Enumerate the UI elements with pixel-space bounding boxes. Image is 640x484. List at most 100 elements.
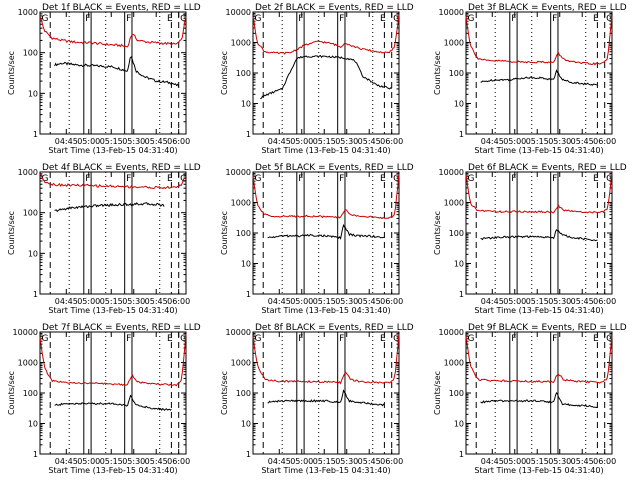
y-tick-label: 100 [449,389,464,398]
interval-marker: F [126,174,131,184]
x-axis-label: Start Time (13-Feb-15 04:31:40) [48,306,177,315]
interval-marker: G [393,334,400,344]
interval-marker: F [298,174,303,184]
x-tick-label: 05:30 [122,457,145,466]
y-tick-label: 1000 [231,359,251,368]
plot-frame [465,331,613,455]
detector-panel: Det 6f BLACK = Events, RED = LLD 1 10 100 10… [433,163,627,315]
x-axis-label: Start Time (13-Feb-15 04:31:40) [474,466,603,475]
interval-marker: F [511,334,516,344]
detector-panel: Det 5f BLACK = Events, RED = LLD 1 10 100 10… [220,163,414,315]
y-axis-label: Counts/sec [433,51,442,95]
x-axis-label: Start Time (13-Feb-15 04:31:40) [261,466,390,475]
y-tick-label: 1000 [231,39,251,48]
x-tick-label: 05:00 [503,137,526,146]
interval-marker: F [85,174,90,184]
interval-marker: F [339,334,344,344]
interval-marker: G [606,174,613,184]
series-line-events [267,223,385,240]
y-tick-label: 100 [23,49,38,58]
interval-marker: G [41,14,48,24]
y-tick-label: 10 [28,249,38,258]
interval-marker: G [467,174,474,184]
panel-title: Det 9f BLACK = Events, RED = LLD [468,323,627,333]
series-line-lld [252,14,400,55]
x-axis-label: Start Time (13-Feb-15 04:31:40) [261,146,390,155]
interval-marker: E [380,14,386,24]
interval-marker: G [180,14,187,24]
interval-marker: G [467,14,474,24]
interval-marker: F [511,14,516,24]
interval-marker: F [511,174,516,184]
interval-marker: G [606,334,613,344]
y-tick-label: 1 [246,290,251,299]
x-tick-label: 05:30 [122,137,145,146]
interval-marker: G [254,174,261,184]
x-tick-label: 05:15 [313,137,336,146]
interval-marker: E [380,334,386,344]
detector-panel: Det 9f BLACK = Events, RED = LLD 1 10 100 10… [433,323,627,475]
interval-marker: E [167,174,173,184]
series-line-lld [465,173,613,214]
y-tick-label: 1 [459,450,464,459]
x-tick-label: 05:00 [503,297,526,306]
interval-marker: E [593,334,599,344]
y-tick-label: 1 [33,290,38,299]
x-tick-label: 06:00 [593,137,616,146]
x-tick-label: 06:00 [593,297,616,306]
interval-marker: F [552,174,557,184]
interval-marker: G [41,334,48,344]
series-line-lld [39,16,187,48]
series-line-events [54,56,180,87]
x-tick-label: 06:00 [380,297,403,306]
series-line-lld [39,173,187,190]
panel-title: Det 5f BLACK = Events, RED = LLD [255,163,414,173]
x-tick-label: 05:45 [571,457,594,466]
y-tick-label: 1 [246,450,251,459]
y-tick-label: 1 [459,130,464,139]
interval-marker: F [339,174,344,184]
x-tick-label: 05:15 [313,457,336,466]
plot-frame [252,11,400,135]
y-tick-label: 1000 [231,199,251,208]
panel-title: Det 6f BLACK = Events, RED = LLD [468,163,627,173]
y-axis-label: Counts/sec [7,51,16,95]
x-tick-label: 05:30 [548,457,571,466]
interval-marker: F [85,14,90,24]
x-tick-label: 05:30 [122,297,145,306]
y-tick-label: 10000 [13,328,38,337]
x-tick-label: 06:00 [167,297,190,306]
x-tick-label: 05:15 [100,137,123,146]
y-tick-label: 100 [23,209,38,218]
y-tick-label: 10000 [226,8,251,17]
y-tick-label: 10 [241,100,251,109]
interval-marker: E [167,14,173,24]
x-tick-label: 04:45 [481,457,504,466]
y-tick-label: 10000 [226,168,251,177]
detector-panel: Det 1f BLACK = Events, RED = LLD 1 10 100 10… [7,3,201,155]
x-tick-label: 04:45 [55,137,78,146]
x-tick-label: 05:45 [358,457,381,466]
x-tick-label: 04:45 [268,297,291,306]
y-tick-label: 10 [454,260,464,269]
detector-panel: Det 2f BLACK = Events, RED = LLD 1 10 100 10… [220,3,414,155]
x-tick-label: 05:00 [77,137,100,146]
interval-marker: E [593,174,599,184]
series-line-events [267,389,385,407]
panel-title: Det 1f BLACK = Events, RED = LLD [42,3,201,13]
y-axis-label: Counts/sec [220,211,229,255]
interval-marker: F [552,334,557,344]
x-tick-label: 05:30 [548,297,571,306]
panel-title: Det 2f BLACK = Events, RED = LLD [255,3,414,13]
x-tick-label: 04:45 [268,137,291,146]
y-tick-label: 10 [241,420,251,429]
y-tick-label: 10 [454,100,464,109]
interval-marker: F [552,14,557,24]
x-tick-label: 05:15 [313,297,336,306]
interval-marker: F [298,14,303,24]
x-tick-label: 05:00 [290,297,313,306]
x-tick-label: 06:00 [167,137,190,146]
x-tick-label: 05:45 [145,137,168,146]
x-tick-label: 04:45 [55,457,78,466]
